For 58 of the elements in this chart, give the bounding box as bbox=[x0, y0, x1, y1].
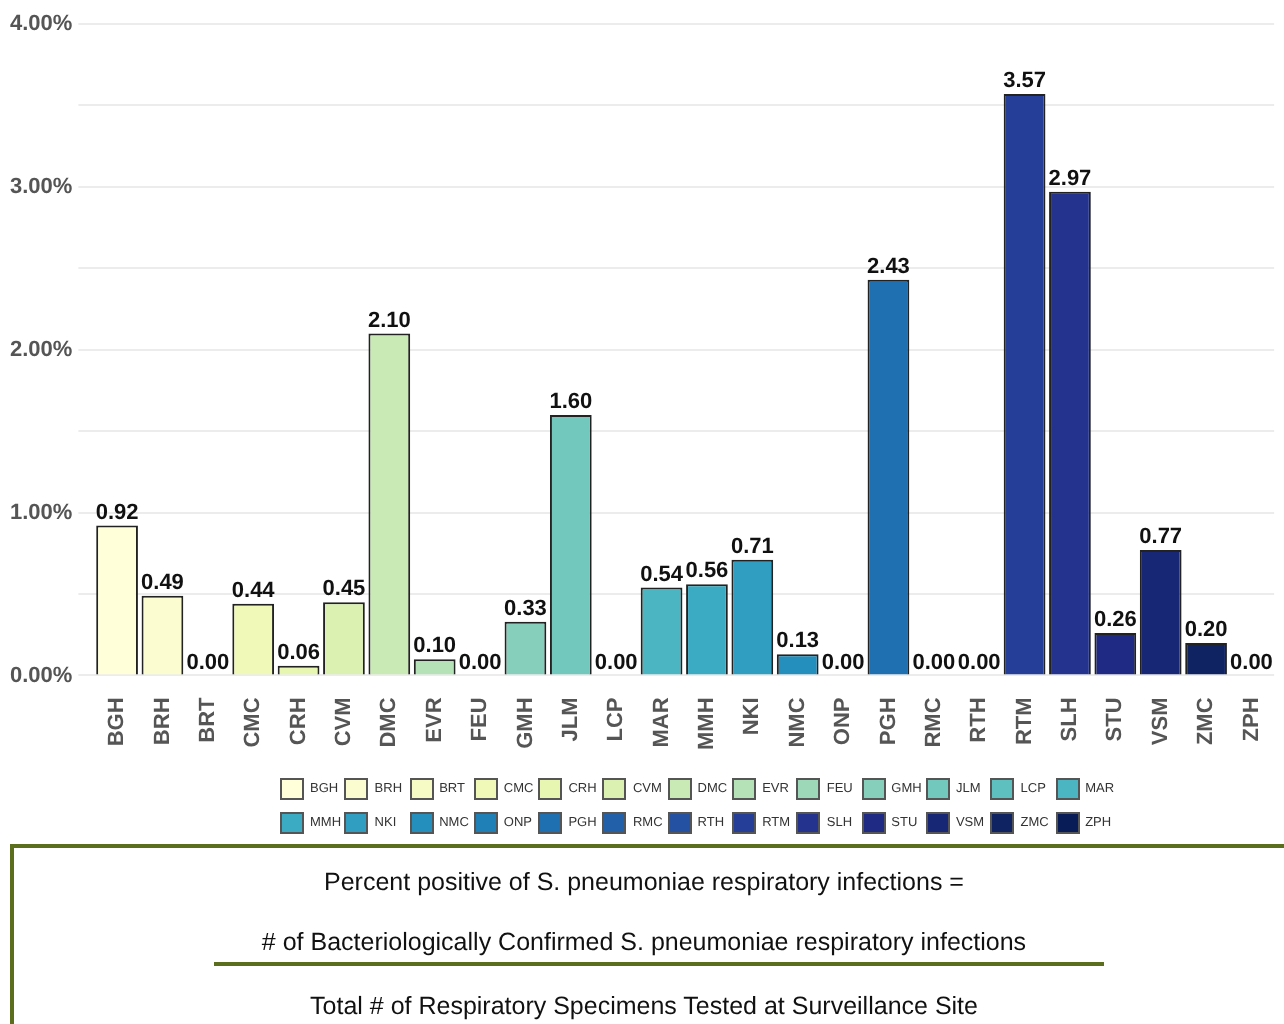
data-label: 3.57 bbox=[1003, 69, 1046, 94]
x-tick-label: SLH bbox=[1058, 697, 1083, 742]
data-label: 0.71 bbox=[730, 534, 774, 559]
data-label: 0.00 bbox=[594, 650, 638, 675]
data-label: 0.92 bbox=[95, 500, 139, 525]
data-label: 0.26 bbox=[1093, 608, 1137, 633]
data-label: 0.00 bbox=[957, 650, 1001, 675]
x-tick-label: JLM bbox=[558, 697, 583, 742]
y-tick-label: 1.00% bbox=[9, 500, 73, 525]
data-label: 0.77 bbox=[1139, 525, 1183, 550]
x-tick-label: DMC bbox=[377, 697, 402, 748]
data-label: 0.44 bbox=[231, 578, 277, 603]
x-tick-label: GMH bbox=[513, 697, 538, 749]
y-tick-label: 4.00% bbox=[9, 12, 73, 37]
data-label: 0.13 bbox=[776, 629, 820, 654]
data-label: 0.10 bbox=[413, 634, 457, 659]
x-tick-label: NMC bbox=[785, 697, 810, 748]
x-tick-label: VSM bbox=[1148, 697, 1173, 746]
x-tick-label: EVR bbox=[422, 697, 447, 743]
data-label: 0.45 bbox=[322, 577, 366, 602]
x-tick-label: CMC bbox=[241, 697, 266, 748]
x-tick-label: BGH bbox=[105, 697, 130, 747]
data-label: 0.20 bbox=[1184, 617, 1228, 642]
x-tick-label: STU bbox=[1103, 697, 1128, 742]
x-tick-label: PGH bbox=[876, 697, 901, 746]
x-tick-label: BRH bbox=[150, 697, 175, 746]
data-label: 2.43 bbox=[867, 254, 910, 279]
x-tick-label: MMH bbox=[695, 697, 720, 751]
x-tick-label: RMC bbox=[921, 697, 946, 748]
data-label: 0.33 bbox=[504, 596, 547, 621]
data-label: 0.00 bbox=[458, 650, 502, 675]
y-tick-label: 3.00% bbox=[9, 174, 73, 199]
x-tick-label: RTM bbox=[1012, 697, 1037, 746]
y-tick-label: 2.00% bbox=[9, 337, 73, 362]
data-label: 2.97 bbox=[1048, 166, 1092, 191]
data-label: 0.00 bbox=[821, 650, 865, 675]
formula-box: Percent positive of S. pneumoniae respiratory infections = # of Bacteriologically Confirmed S. pneumoniae respiratory infections Total # of Respiratory Specimens Tested at Surveillance Site bbox=[10, 844, 1284, 1024]
x-tick-label: RTH bbox=[967, 697, 992, 743]
x-tick-label: ZPH bbox=[1239, 697, 1264, 742]
x-tick-label: ONP bbox=[831, 697, 856, 746]
x-tick-label: NKI bbox=[740, 697, 765, 736]
x-tick-label: LCP bbox=[604, 697, 629, 742]
data-label: 0.56 bbox=[685, 559, 729, 584]
x-tick-label: ZMC bbox=[1194, 697, 1219, 746]
data-label: 0.06 bbox=[277, 640, 320, 665]
x-tick-label: FEU bbox=[468, 697, 493, 742]
data-label: 0.00 bbox=[1230, 650, 1273, 675]
data-label: 2.10 bbox=[367, 308, 411, 333]
x-tick-label: CRH bbox=[286, 697, 311, 746]
data-label: 0.00 bbox=[186, 650, 230, 675]
x-tick-label: BRT bbox=[195, 696, 220, 743]
data-label: 0.00 bbox=[912, 650, 956, 675]
data-label: 1.60 bbox=[549, 389, 593, 414]
x-tick-label: MAR bbox=[649, 697, 674, 748]
x-tick-label: CVM bbox=[332, 697, 357, 747]
data-label: 0.49 bbox=[141, 570, 184, 595]
y-tick-label: 0.00% bbox=[9, 663, 73, 688]
data-label: 0.54 bbox=[640, 562, 685, 587]
